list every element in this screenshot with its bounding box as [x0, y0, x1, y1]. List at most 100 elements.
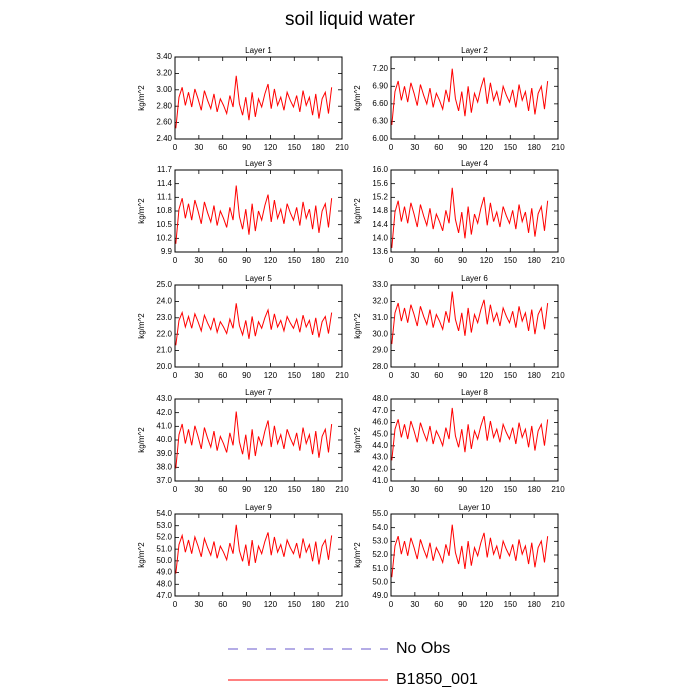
x-tick-label: 30 — [410, 600, 419, 609]
panel-title: Layer 4 — [461, 159, 488, 168]
y-tick-label: 3.40 — [156, 52, 172, 61]
y-tick-label: 22.0 — [156, 329, 172, 338]
y-tick-label: 41.0 — [372, 476, 388, 485]
y-tick-label: 48.0 — [372, 394, 388, 403]
x-tick-label: 60 — [218, 485, 227, 494]
y-tick-label: 33.0 — [372, 280, 388, 289]
x-tick-label: 150 — [288, 256, 302, 265]
y-tick-label: 46.0 — [372, 418, 388, 427]
y-tick-label: 24.0 — [156, 297, 172, 306]
plot-frame — [390, 169, 559, 253]
x-tick-label: 30 — [410, 485, 419, 494]
x-tick-label: 60 — [218, 143, 227, 152]
x-tick-label: 180 — [311, 371, 325, 380]
y-axis-label: kg/m^2 — [137, 427, 146, 453]
x-tick-label: 180 — [311, 600, 325, 609]
x-tick-label: 90 — [242, 485, 251, 494]
x-tick-label: 180 — [527, 143, 541, 152]
x-tick-label: 0 — [173, 485, 178, 494]
y-tick-label: 7.20 — [372, 64, 388, 73]
x-tick-label: 0 — [173, 143, 178, 152]
x-tick-label: 210 — [551, 256, 565, 265]
panel-title: Layer 2 — [461, 46, 488, 55]
y-axis-label: kg/m^2 — [353, 85, 362, 111]
x-tick-label: 30 — [410, 256, 419, 265]
y-tick-label: 43.0 — [372, 453, 388, 462]
x-tick-label: 180 — [527, 485, 541, 494]
x-tick-label: 210 — [335, 371, 349, 380]
x-tick-label: 90 — [458, 485, 467, 494]
y-tick-label: 29.0 — [372, 346, 388, 355]
y-tick-label: 44.0 — [372, 441, 388, 450]
x-tick-label: 90 — [458, 600, 467, 609]
data-line — [391, 291, 549, 345]
x-tick-label: 210 — [335, 485, 349, 494]
y-tick-label: 10.5 — [156, 220, 172, 229]
x-tick-label: 120 — [480, 485, 494, 494]
legend-label: B1850_001 — [396, 671, 478, 688]
y-axis-label: kg/m^2 — [137, 198, 146, 224]
y-tick-label: 45.0 — [372, 429, 388, 438]
x-tick-label: 210 — [551, 143, 565, 152]
y-tick-label: 47.0 — [156, 591, 172, 600]
x-tick-label: 120 — [264, 371, 278, 380]
y-tick-label: 43.0 — [156, 394, 172, 403]
data-line — [391, 524, 549, 578]
x-tick-label: 90 — [242, 600, 251, 609]
y-tick-label: 2.80 — [156, 101, 172, 110]
x-tick-label: 150 — [504, 143, 518, 152]
x-tick-label: 120 — [264, 256, 278, 265]
y-tick-label: 52.0 — [156, 533, 172, 542]
y-tick-label: 42.0 — [156, 408, 172, 417]
x-tick-label: 150 — [288, 485, 302, 494]
x-tick-label: 0 — [389, 256, 394, 265]
x-tick-label: 120 — [264, 485, 278, 494]
x-tick-label: 120 — [480, 371, 494, 380]
x-tick-label: 180 — [527, 371, 541, 380]
data-line — [391, 68, 549, 125]
x-tick-label: 0 — [173, 600, 178, 609]
y-tick-label: 2.60 — [156, 118, 172, 127]
y-tick-label: 21.0 — [156, 346, 172, 355]
y-tick-label: 42.0 — [372, 464, 388, 473]
y-tick-label: 2.40 — [156, 134, 172, 143]
y-tick-label: 14.0 — [372, 233, 388, 242]
y-tick-label: 3.20 — [156, 69, 172, 78]
y-tick-label: 37.0 — [156, 476, 172, 485]
x-tick-label: 0 — [389, 600, 394, 609]
y-tick-label: 40.0 — [156, 435, 172, 444]
y-tick-label: 53.0 — [372, 536, 388, 545]
x-tick-label: 180 — [311, 143, 325, 152]
x-tick-label: 60 — [434, 600, 443, 609]
panel-title: Layer 3 — [245, 159, 272, 168]
x-tick-label: 150 — [288, 143, 302, 152]
y-axis-label: kg/m^2 — [353, 427, 362, 453]
y-tick-label: 48.0 — [156, 579, 172, 588]
y-tick-label: 23.0 — [156, 313, 172, 322]
data-line — [175, 75, 333, 129]
y-tick-label: 9.9 — [161, 247, 173, 256]
x-tick-label: 150 — [504, 485, 518, 494]
x-tick-label: 180 — [527, 256, 541, 265]
x-tick-label: 30 — [410, 371, 419, 380]
x-tick-label: 30 — [194, 600, 203, 609]
panel-title: Layer 9 — [245, 503, 272, 512]
plot-frame — [174, 169, 343, 253]
panel-title: Layer 7 — [245, 388, 272, 397]
data-line — [391, 407, 549, 461]
y-axis-label: kg/m^2 — [137, 313, 146, 339]
data-line — [175, 303, 333, 346]
y-tick-label: 49.0 — [156, 568, 172, 577]
x-tick-label: 180 — [311, 485, 325, 494]
x-tick-label: 120 — [264, 600, 278, 609]
x-tick-label: 90 — [242, 143, 251, 152]
x-tick-label: 30 — [194, 143, 203, 152]
y-tick-label: 52.0 — [372, 550, 388, 559]
plot-frame — [390, 56, 559, 140]
plot-frame — [174, 56, 343, 140]
y-tick-label: 39.0 — [156, 449, 172, 458]
y-axis-label: kg/m^2 — [137, 542, 146, 568]
y-tick-label: 10.2 — [156, 233, 172, 242]
x-tick-label: 150 — [504, 371, 518, 380]
x-tick-label: 0 — [173, 371, 178, 380]
